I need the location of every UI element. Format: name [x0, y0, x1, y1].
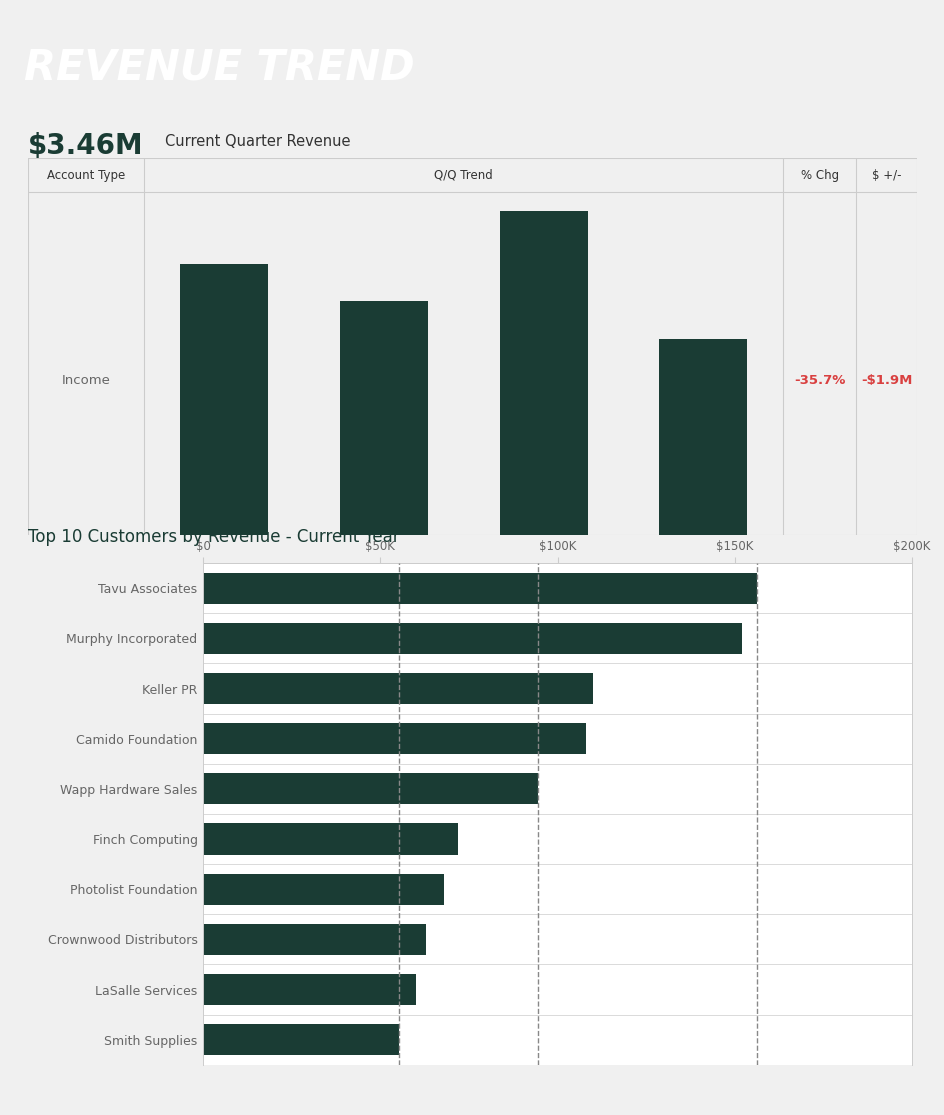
Bar: [203, 573, 756, 603]
Text: Top 10 Customers by Revenue - Current Year: Top 10 Customers by Revenue - Current Ye…: [28, 529, 399, 546]
Bar: [339, 301, 428, 535]
Text: Q/Q Trend: Q/Q Trend: [434, 168, 493, 182]
Bar: [203, 1025, 398, 1055]
Text: % Chg: % Chg: [800, 168, 838, 182]
Text: $ +/-: $ +/-: [870, 168, 901, 182]
Bar: [203, 774, 537, 804]
Text: -$1.9M: -$1.9M: [860, 375, 911, 387]
Bar: [203, 874, 444, 904]
Bar: [203, 824, 458, 854]
Bar: [203, 975, 415, 1005]
Bar: [179, 263, 267, 535]
Bar: [203, 924, 426, 954]
Bar: [499, 211, 587, 535]
Text: -35.7%: -35.7%: [793, 375, 845, 387]
Text: $3.46M: $3.46M: [28, 132, 143, 159]
Bar: [659, 339, 747, 535]
Text: REVENUE TREND: REVENUE TREND: [24, 47, 413, 89]
Bar: [203, 673, 593, 704]
Bar: [203, 623, 741, 653]
Bar: [203, 724, 585, 754]
Text: Income: Income: [61, 375, 110, 387]
Text: Current Quarter Revenue: Current Quarter Revenue: [165, 134, 350, 148]
Text: Account Type: Account Type: [47, 168, 126, 182]
